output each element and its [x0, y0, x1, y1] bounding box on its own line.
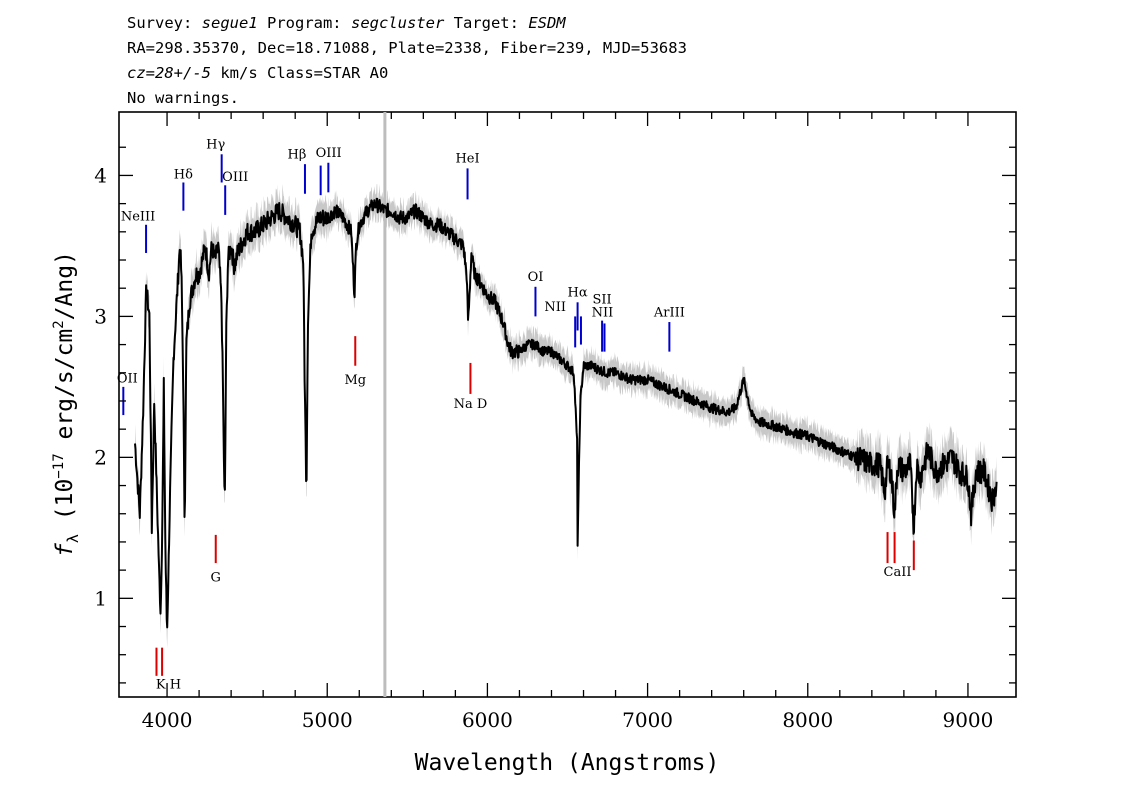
- x-tick-label: 8000: [782, 708, 833, 732]
- header-line-warnings: No warnings.: [127, 89, 239, 107]
- header-segment: ESDM: [528, 14, 566, 32]
- spectral-line-label: Hβ: [288, 148, 307, 163]
- y-axis-title-part: (10: [52, 479, 78, 534]
- plot-frame: [118, 111, 1017, 698]
- header-segment: Survey:: [127, 14, 202, 32]
- spectral-line-label: Hγ: [206, 138, 225, 153]
- spectral-line-label: OI: [528, 270, 544, 285]
- spectral-line-label: Hα: [568, 286, 588, 301]
- header-line-coords: RA=298.35370, Dec=18.71088, Plate=2338, …: [127, 39, 687, 57]
- header-segment: Target:: [444, 14, 528, 32]
- spectral-line-label: K H: [156, 678, 181, 693]
- spectral-line-label: OIII: [222, 170, 248, 185]
- x-tick-label: 5000: [302, 708, 353, 732]
- y-axis-title-part: 2: [51, 320, 67, 328]
- flux-line-layer: [134, 197, 998, 629]
- spectral-line-label: G: [211, 570, 221, 585]
- y-axis-title-part: −17: [51, 453, 67, 478]
- y-axis-title: fλ (10−17 erg/s/cm2/Ang): [51, 251, 82, 557]
- y-axis-title-part: erg/s/cm: [52, 329, 78, 454]
- spectral-line-label: Hδ: [174, 167, 193, 182]
- spectral-line-label: CaII: [884, 565, 912, 580]
- flux-series-line: [134, 197, 998, 629]
- y-tick-label: 4: [94, 163, 107, 187]
- error-band: [135, 183, 997, 649]
- header: Survey: segue1 Program: segcluster Targe…: [127, 14, 687, 107]
- header-line-redshift: cz=28+/-5 km/s Class=STAR A0: [127, 64, 388, 82]
- spectral-line-label: OIII: [316, 146, 342, 161]
- x-tick-label: 4000: [142, 708, 193, 732]
- header-segment: Program:: [258, 14, 351, 32]
- spectral-line-label: NeIII: [121, 210, 155, 225]
- header-segment: segue1: [202, 14, 258, 32]
- x-tick-label: 9000: [942, 708, 993, 732]
- x-tick-label: 7000: [622, 708, 673, 732]
- x-tick-label: 6000: [462, 708, 513, 732]
- spectral-line-label: SII: [593, 293, 612, 308]
- y-axis-title-part: /Ang): [52, 251, 78, 320]
- y-tick-label: 2: [94, 445, 107, 469]
- header-segment: cz=28+/-5: [127, 64, 211, 82]
- header-segment: segcluster: [351, 14, 445, 32]
- spectral-line-label: Na D: [454, 397, 488, 412]
- spectral-line-label: ArIII: [653, 305, 685, 320]
- y-axis-title-part: λ: [64, 534, 82, 543]
- y-tick-label: 3: [94, 304, 107, 328]
- spectral-line-label: NII: [592, 305, 614, 320]
- y-axis-title-part: f: [52, 543, 78, 557]
- spectral-line-label: OII: [117, 372, 138, 387]
- y-tick-label: 1: [94, 586, 107, 610]
- spectral-line-label: HeI: [455, 152, 479, 167]
- error-band-layer: [135, 183, 997, 649]
- axis-ticks-layer: 4000 5000 6000 7000 8000 9000 1 2 3 4: [94, 112, 1016, 732]
- spectral-line-label: NII: [544, 300, 566, 315]
- x-axis-title: Wavelength (Angstroms): [415, 750, 720, 776]
- spectral-line-label: Mg: [344, 373, 366, 388]
- header-segment: km/s Class=STAR A0: [211, 64, 388, 82]
- header-line-survey: Survey: segue1 Program: segcluster Targe…: [127, 14, 566, 32]
